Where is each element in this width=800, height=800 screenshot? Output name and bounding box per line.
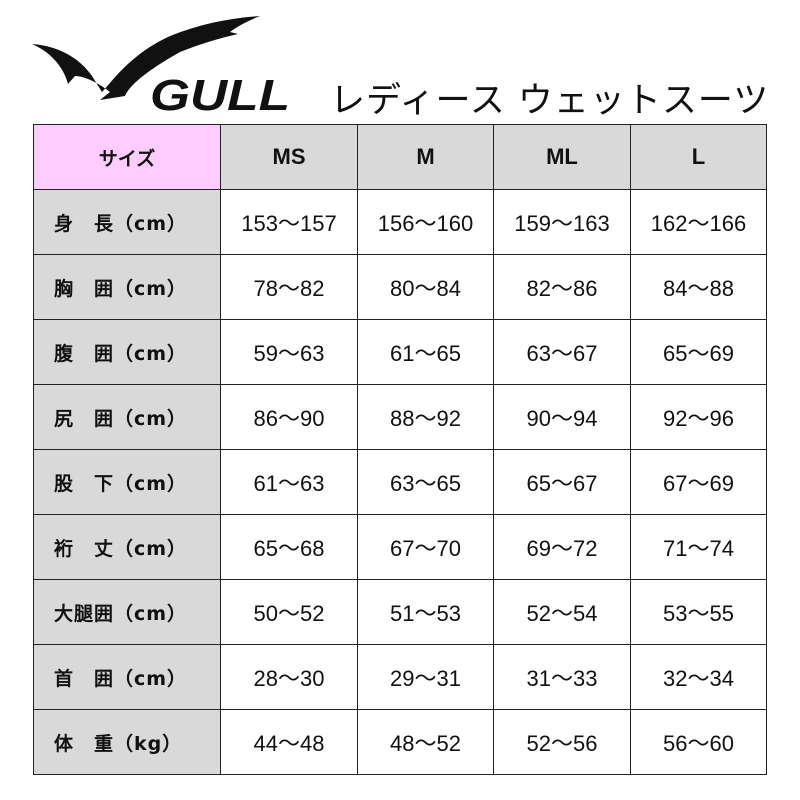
table-row: 尻 囲（cm） 86〜90 88〜92 90〜94 92〜96 bbox=[33, 384, 767, 450]
row-label: 胸 囲（cm） bbox=[33, 254, 221, 320]
column-header: ML bbox=[493, 124, 631, 190]
table-cell: 56〜60 bbox=[630, 709, 767, 775]
logo-text: GULL bbox=[150, 71, 290, 114]
table-cell: 156〜160 bbox=[357, 189, 494, 255]
table-cell: 53〜55 bbox=[630, 579, 767, 645]
table-cell: 159〜163 bbox=[493, 189, 631, 255]
row-label: 尻 囲（cm） bbox=[33, 384, 221, 450]
table-cell: 92〜96 bbox=[630, 384, 767, 450]
table-cell: 153〜157 bbox=[220, 189, 358, 255]
row-label: 大腿囲（cm） bbox=[33, 579, 221, 645]
table-cell: 78〜82 bbox=[220, 254, 358, 320]
column-header: MS bbox=[220, 124, 358, 190]
row-label: 体 重（kg） bbox=[33, 709, 221, 775]
row-label: 身 長（cm） bbox=[33, 189, 221, 255]
gull-bird-icon bbox=[32, 16, 260, 100]
table-cell: 67〜70 bbox=[357, 514, 494, 580]
table-cell: 84〜88 bbox=[630, 254, 767, 320]
table-row: 首 囲（cm） 28〜30 29〜31 31〜33 32〜34 bbox=[33, 644, 767, 710]
table-cell: 48〜52 bbox=[357, 709, 494, 775]
table-cell: 28〜30 bbox=[220, 644, 358, 710]
table-header-row: サイズ MS M ML L bbox=[33, 124, 767, 190]
table-cell: 86〜90 bbox=[220, 384, 358, 450]
size-header-cell: サイズ bbox=[33, 124, 221, 190]
table-cell: 31〜33 bbox=[493, 644, 631, 710]
row-label: 股 下（cm） bbox=[33, 449, 221, 515]
table-cell: 67〜69 bbox=[630, 449, 767, 515]
gull-logo: GULL bbox=[32, 16, 290, 114]
table-cell: 90〜94 bbox=[493, 384, 631, 450]
table-cell: 69〜72 bbox=[493, 514, 631, 580]
column-header: M bbox=[357, 124, 494, 190]
table-cell: 65〜69 bbox=[630, 319, 767, 385]
table-cell: 61〜65 bbox=[357, 319, 494, 385]
table-cell: 29〜31 bbox=[357, 644, 494, 710]
table-cell: 52〜54 bbox=[493, 579, 631, 645]
table-cell: 51〜53 bbox=[357, 579, 494, 645]
table-row: 胸 囲（cm） 78〜82 80〜84 82〜86 84〜88 bbox=[33, 254, 767, 320]
column-header: L bbox=[630, 124, 767, 190]
row-label: 裄 丈（cm） bbox=[33, 514, 221, 580]
table-cell: 80〜84 bbox=[357, 254, 494, 320]
table-row: 身 長（cm） 153〜157 156〜160 159〜163 162〜166 bbox=[33, 189, 767, 255]
size-table: サイズ MS M ML L 身 長（cm） 153〜157 156〜160 159〜1… bbox=[33, 124, 767, 775]
row-label: 腹 囲（cm） bbox=[33, 319, 221, 385]
table-row: 腹 囲（cm） 59〜63 61〜65 63〜67 65〜69 bbox=[33, 319, 767, 385]
table-cell: 65〜68 bbox=[220, 514, 358, 580]
table-cell: 88〜92 bbox=[357, 384, 494, 450]
table-cell: 50〜52 bbox=[220, 579, 358, 645]
table-cell: 71〜74 bbox=[630, 514, 767, 580]
table-row: 大腿囲（cm） 50〜52 51〜53 52〜54 53〜55 bbox=[33, 579, 767, 645]
table-row: 股 下（cm） 61〜63 63〜65 65〜67 67〜69 bbox=[33, 449, 767, 515]
table-cell: 65〜67 bbox=[493, 449, 631, 515]
table-row: 裄 丈（cm） 65〜68 67〜70 69〜72 71〜74 bbox=[33, 514, 767, 580]
table-cell: 82〜86 bbox=[493, 254, 631, 320]
table-cell: 52〜56 bbox=[493, 709, 631, 775]
table-cell: 162〜166 bbox=[630, 189, 767, 255]
table-cell: 61〜63 bbox=[220, 449, 358, 515]
table-cell: 44〜48 bbox=[220, 709, 358, 775]
table-cell: 63〜65 bbox=[357, 449, 494, 515]
table-cell: 63〜67 bbox=[493, 319, 631, 385]
row-label: 首 囲（cm） bbox=[33, 644, 221, 710]
table-row: 体 重（kg） 44〜48 48〜52 52〜56 56〜60 bbox=[33, 709, 767, 775]
table-cell: 32〜34 bbox=[630, 644, 767, 710]
page-title: レディース ウェットスーツ bbox=[330, 81, 770, 121]
table-cell: 59〜63 bbox=[220, 319, 358, 385]
